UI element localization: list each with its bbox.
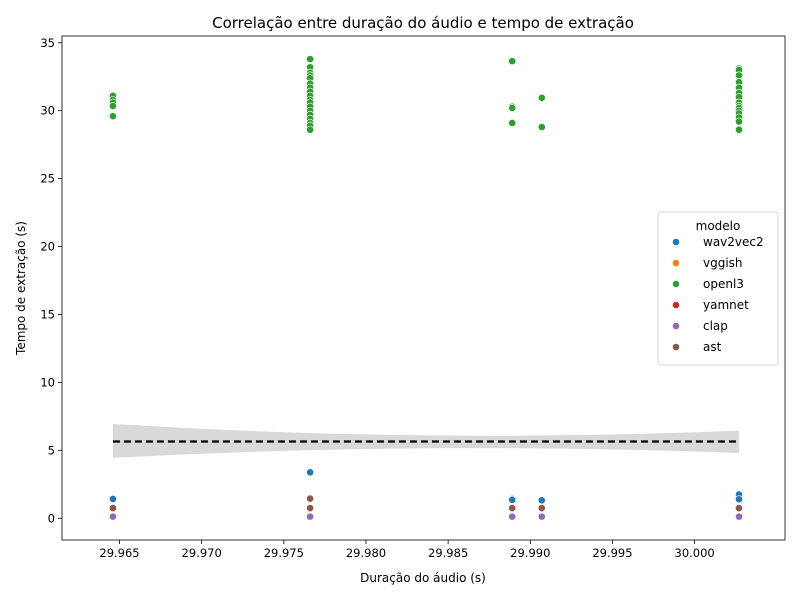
data-point-ast (537, 504, 546, 512)
data-point-wav2vec2 (508, 495, 517, 504)
y-tick-label: 35 (40, 36, 55, 50)
y-axis-label: Tempo de extração (s) (14, 221, 28, 356)
data-point-openl3 (735, 117, 743, 126)
y-tick-label: 10 (40, 375, 55, 389)
plot-area-frame (61, 35, 786, 541)
y-tick-label: 5 (48, 443, 55, 457)
data-point-openl3 (735, 71, 743, 80)
legend-label-vggish: vggish (703, 256, 743, 270)
data-point-openl3 (537, 93, 546, 102)
y-tick-label: 20 (40, 240, 55, 254)
chart-title: Correlação entre duração do áudio e temp… (212, 14, 634, 32)
legend-label-ast: ast (703, 340, 722, 354)
legend-label-yamnet: yamnet (703, 298, 749, 312)
data-point-openl3 (735, 125, 743, 134)
legend-items: wav2vec2 vggish openl3 yamnet clap ast (672, 235, 764, 354)
x-tick-label: 29.990 (510, 546, 550, 560)
legend: modelo wav2vec2 vggish openl3 yamnet clap ast (657, 211, 779, 366)
legend-marker-openl3 (672, 280, 680, 288)
y-axis-ticks: 0 5 10 15 20 25 30 35 (40, 36, 62, 525)
data-point-clap (537, 512, 546, 521)
x-axis-ticks: 29.965 29.970 29.975 29.980 29.985 29.990 29.9… (99, 540, 715, 560)
y-tick-label: 0 (48, 511, 55, 525)
data-point-openl3 (508, 104, 517, 112)
x-tick-label: 29.975 (264, 546, 304, 560)
data-point-clap (735, 512, 743, 521)
data-point-openl3 (508, 57, 517, 66)
legend-label-wav2vec2: wav2vec2 (703, 235, 764, 249)
legend-label-openl3: openl3 (703, 277, 744, 291)
y-tick-label: 15 (40, 307, 55, 321)
data-point-openl3 (109, 112, 117, 121)
data-point-ast (109, 504, 117, 512)
data-point-clap (508, 512, 517, 521)
legend-box (657, 211, 779, 366)
y-tick-label: 25 (40, 172, 55, 186)
data-point-ast (306, 504, 315, 512)
data-point-openl3 (537, 123, 546, 131)
data-point-clap (109, 512, 117, 521)
data-point-ast (508, 504, 517, 512)
legend-marker-yamnet (672, 301, 680, 309)
data-point-openl3 (508, 119, 517, 127)
legend-title: modelo (696, 219, 741, 233)
x-tick-label: 29.970 (182, 546, 222, 560)
x-tick-label: 29.980 (346, 546, 386, 560)
data-point-wav2vec2 (735, 495, 743, 504)
legend-marker-wav2vec2 (672, 238, 680, 246)
data-point-wav2vec2 (109, 495, 117, 503)
x-axis-label: Duração do áudio (s) (360, 571, 486, 585)
data-point-openl3 (109, 102, 117, 110)
data-point-ast (306, 494, 315, 503)
x-tick-label: 29.995 (592, 546, 632, 560)
data-point-openl3 (306, 125, 315, 134)
data-point-wav2vec2 (306, 468, 315, 477)
data-points-layer (109, 55, 743, 521)
legend-marker-vggish (672, 259, 680, 267)
data-point-clap (306, 512, 315, 521)
legend-label-clap: clap (703, 319, 728, 333)
x-tick-label: 29.985 (428, 546, 468, 560)
data-point-openl3 (306, 55, 315, 63)
legend-marker-clap (672, 322, 680, 330)
x-tick-label: 30.000 (675, 546, 715, 560)
legend-marker-ast (672, 343, 680, 351)
y-tick-label: 30 (40, 104, 55, 118)
data-point-ast (735, 504, 743, 512)
data-point-wav2vec2 (537, 496, 546, 505)
x-tick-label: 29.965 (99, 546, 139, 560)
